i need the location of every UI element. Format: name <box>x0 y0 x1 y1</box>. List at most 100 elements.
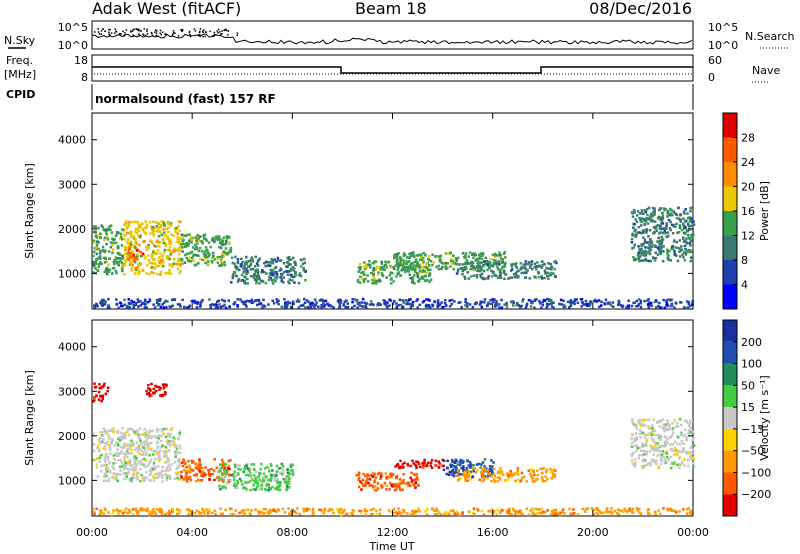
power-cell <box>422 251 425 255</box>
power-cell <box>104 268 108 271</box>
velocity-cell <box>652 453 655 456</box>
velocity-cell <box>463 471 467 474</box>
power-cell <box>180 257 183 261</box>
power-cell <box>663 230 666 233</box>
power-cell <box>253 265 257 268</box>
power-cell <box>503 269 506 272</box>
velocity-cell <box>252 474 256 477</box>
velocity-cell <box>489 510 492 513</box>
power-cell <box>491 264 495 268</box>
velocity-cell <box>127 433 131 437</box>
velocity-cell <box>430 459 434 462</box>
velocity-cell <box>150 448 153 452</box>
velocity-cell <box>392 483 395 486</box>
power-cell <box>645 241 648 244</box>
power-cell <box>382 265 385 269</box>
power-cell <box>161 255 164 258</box>
power-cell <box>409 276 412 280</box>
velocity-cell <box>207 473 210 476</box>
power-cell <box>156 272 159 276</box>
velocity-cell <box>663 440 667 444</box>
power-cell <box>103 228 106 232</box>
power-cell <box>177 220 181 223</box>
power-cell <box>647 306 650 309</box>
power-cell <box>254 277 258 281</box>
power-cell <box>294 273 298 277</box>
power-cell <box>295 300 299 303</box>
power-cell <box>315 301 318 304</box>
power-cell <box>600 304 603 307</box>
velocity-cell <box>476 507 479 511</box>
velocity-cell <box>241 483 244 486</box>
velocity-cell <box>368 478 372 481</box>
velocity-cell <box>342 510 345 514</box>
power-cell <box>236 304 239 307</box>
power-cell <box>431 304 435 308</box>
power-cell <box>472 265 475 268</box>
power-cell <box>569 301 572 305</box>
velocity-cell <box>493 475 497 478</box>
velocity-cell <box>217 478 221 482</box>
power-cell <box>466 271 469 274</box>
power-cell <box>598 305 601 308</box>
velocity-cell <box>207 511 210 514</box>
velocity-cell <box>236 482 239 485</box>
power-cell <box>170 263 173 266</box>
noise-search-dot <box>199 30 201 33</box>
power-cell <box>515 304 518 307</box>
velocity-cell <box>374 476 377 479</box>
power-cell <box>221 241 224 244</box>
power-cell <box>393 300 396 303</box>
power-cell <box>289 258 293 261</box>
velocity-cell <box>133 430 136 434</box>
power-cell <box>415 299 418 303</box>
velocity-cell <box>176 476 179 480</box>
power-cell <box>129 240 133 243</box>
noise-search-dot <box>142 33 144 35</box>
power-cell <box>397 303 401 307</box>
velocity-cell <box>360 481 363 485</box>
velocity-cell <box>140 446 144 449</box>
power-cell <box>244 260 248 263</box>
velocity-cell <box>238 464 241 467</box>
velocity-cell <box>92 443 96 446</box>
velocity-cell <box>195 509 199 512</box>
power-cell <box>403 253 407 257</box>
velocity-cell <box>122 442 126 445</box>
velocity-cell <box>129 479 133 482</box>
velocity-cell <box>128 510 132 514</box>
velocity-cell <box>150 382 153 386</box>
power-cell <box>267 264 270 267</box>
power-cell <box>687 216 690 220</box>
velocity-cell <box>108 445 112 448</box>
velocity-cell <box>569 512 572 515</box>
power-cell <box>174 262 177 266</box>
velocity-cell <box>491 465 494 468</box>
power-cell <box>412 268 415 271</box>
power-cell <box>135 253 139 256</box>
power-cell <box>402 252 406 255</box>
power-cell <box>203 250 207 253</box>
velocity-cell <box>174 477 177 480</box>
velocity-cell <box>221 463 224 467</box>
power-cell <box>547 277 550 280</box>
velocity-cell <box>268 470 271 473</box>
power-cell <box>550 268 553 271</box>
velocity-cell <box>128 462 131 465</box>
velocity-cell <box>112 465 115 468</box>
velocity-cell <box>156 457 160 461</box>
power-cell <box>286 300 290 304</box>
power-cell <box>121 228 124 231</box>
velocity-cell <box>598 510 601 513</box>
velocity-cell <box>130 468 133 471</box>
power-cell <box>663 208 666 212</box>
power-cell <box>304 306 307 309</box>
power-cell <box>587 302 591 306</box>
power-cell <box>530 260 534 263</box>
velocity-cell <box>369 483 373 487</box>
velocity-cell <box>660 456 663 459</box>
power-cell <box>426 279 429 282</box>
velocity-cell <box>154 384 157 388</box>
velocity-cell <box>452 509 455 513</box>
velocity-cell <box>181 464 185 468</box>
